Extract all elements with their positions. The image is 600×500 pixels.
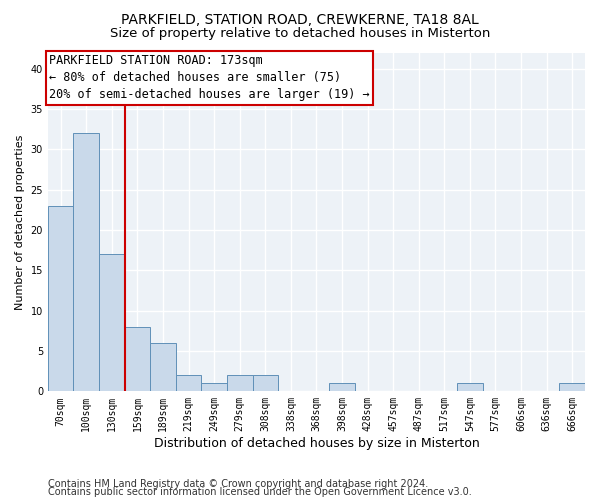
- Text: PARKFIELD STATION ROAD: 173sqm
← 80% of detached houses are smaller (75)
20% of : PARKFIELD STATION ROAD: 173sqm ← 80% of …: [49, 54, 370, 101]
- Bar: [559, 384, 585, 392]
- Y-axis label: Number of detached properties: Number of detached properties: [15, 134, 25, 310]
- Text: Contains public sector information licensed under the Open Government Licence v3: Contains public sector information licen…: [48, 487, 472, 497]
- Bar: [99, 254, 125, 392]
- Bar: [48, 206, 73, 392]
- Text: Contains HM Land Registry data © Crown copyright and database right 2024.: Contains HM Land Registry data © Crown c…: [48, 479, 428, 489]
- X-axis label: Distribution of detached houses by size in Misterton: Distribution of detached houses by size …: [154, 437, 479, 450]
- Bar: [202, 384, 227, 392]
- Text: Size of property relative to detached houses in Misterton: Size of property relative to detached ho…: [110, 28, 490, 40]
- Bar: [253, 375, 278, 392]
- Bar: [150, 343, 176, 392]
- Bar: [329, 384, 355, 392]
- Text: PARKFIELD, STATION ROAD, CREWKERNE, TA18 8AL: PARKFIELD, STATION ROAD, CREWKERNE, TA18…: [121, 12, 479, 26]
- Bar: [227, 375, 253, 392]
- Bar: [73, 133, 99, 392]
- Bar: [125, 327, 150, 392]
- Bar: [176, 375, 202, 392]
- Bar: [457, 384, 482, 392]
